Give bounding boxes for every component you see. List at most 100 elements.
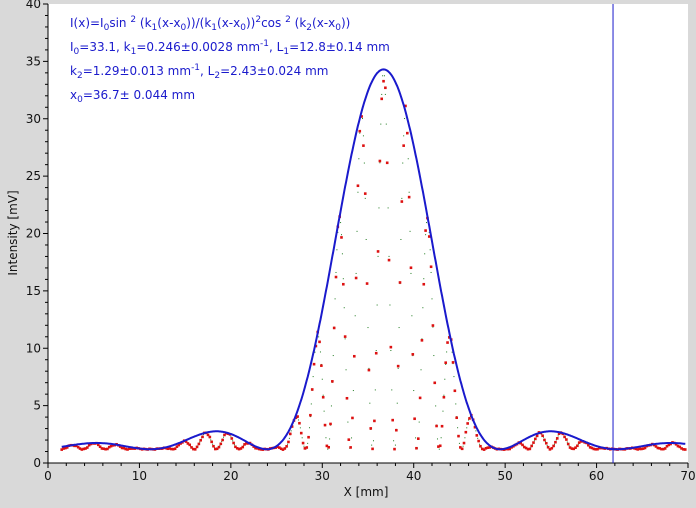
data-point	[521, 443, 524, 447]
fit-point	[577, 443, 579, 445]
data-point	[237, 447, 241, 451]
data-point	[530, 444, 533, 448]
data-point	[279, 447, 283, 451]
data-point	[398, 281, 402, 284]
fit-point	[453, 376, 455, 378]
fit-point	[451, 351, 453, 353]
fit-point	[199, 441, 201, 443]
data-point	[327, 445, 330, 449]
data-point	[555, 437, 559, 440]
data-point	[413, 417, 416, 421]
fit-point	[351, 437, 353, 439]
data-point	[484, 447, 488, 450]
fit-point	[385, 123, 387, 125]
data-point	[323, 423, 327, 427]
fit-point	[555, 439, 557, 441]
data-point	[215, 447, 219, 451]
data-point	[360, 115, 363, 118]
fit-point	[287, 443, 289, 445]
data-point	[257, 447, 261, 451]
data-point	[241, 445, 245, 449]
fit-point	[433, 355, 435, 357]
data-point	[106, 447, 109, 451]
data-point	[479, 444, 482, 448]
data-point	[446, 341, 449, 344]
fit-point	[301, 437, 303, 439]
data-point	[674, 443, 678, 446]
data-point	[427, 235, 431, 238]
y-tick-label: 30	[26, 112, 41, 126]
data-point	[349, 446, 352, 449]
fit-point	[307, 442, 309, 444]
data-point	[442, 395, 446, 399]
data-point	[128, 447, 131, 450]
y-tick-label: 40	[26, 0, 41, 11]
plot-area	[48, 4, 688, 463]
fit-point	[234, 444, 236, 446]
fit-point	[230, 436, 232, 438]
data-point	[640, 447, 643, 451]
data-point	[96, 443, 100, 447]
data-point	[65, 446, 69, 449]
fit-point	[420, 369, 422, 371]
fit-point	[436, 438, 438, 440]
data-point	[572, 447, 576, 451]
fit-point	[342, 278, 344, 280]
fit-point	[364, 197, 366, 199]
fit-point	[365, 238, 367, 240]
data-point	[171, 447, 175, 451]
data-point	[318, 340, 321, 344]
data-point	[206, 433, 210, 437]
data-point	[239, 447, 243, 450]
fit-point	[407, 158, 409, 160]
data-point	[334, 275, 338, 279]
fit-point	[479, 443, 481, 445]
axes-layer: 0 10 20 30 40 50 60 70 0 5 10 15 20 25 30 35 40	[26, 0, 696, 483]
data-point	[173, 447, 177, 451]
fit-point	[445, 363, 447, 365]
data-point	[524, 446, 528, 450]
data-point	[415, 446, 418, 450]
data-point	[343, 335, 347, 338]
data-point	[118, 445, 122, 448]
y-tick-label: 15	[26, 284, 41, 298]
data-point	[544, 441, 548, 445]
data-point	[404, 104, 407, 108]
formula-line-2: I0=33.1, k1=0.246±0.0028 mm-1, L1=12.8±0…	[70, 39, 390, 57]
fit-point	[372, 440, 374, 442]
data-point	[75, 444, 78, 448]
data-point	[345, 396, 349, 400]
data-point	[534, 437, 537, 441]
data-point	[281, 448, 285, 451]
data-point	[192, 447, 195, 451]
data-point	[680, 447, 683, 450]
fit-point	[443, 394, 445, 396]
fit-point	[431, 298, 433, 300]
fit-point	[310, 403, 312, 405]
data-point	[365, 282, 369, 285]
fit-point	[358, 158, 360, 160]
x-axis-title: X [mm]	[344, 485, 389, 499]
data-point	[422, 282, 426, 286]
data-point	[466, 422, 469, 425]
data-point	[87, 443, 91, 447]
fit-point	[455, 403, 457, 405]
data-point	[60, 448, 64, 451]
x-tick-label: 30	[315, 469, 330, 483]
data-point	[371, 447, 374, 451]
data-point	[420, 339, 424, 342]
data-point	[577, 441, 581, 444]
fit-point	[312, 376, 314, 378]
fit-point	[543, 436, 545, 438]
fit-point	[332, 355, 334, 357]
data-point	[122, 446, 126, 450]
fit-point	[462, 445, 464, 447]
data-point	[384, 86, 387, 90]
data-point	[396, 364, 400, 368]
data-point	[643, 446, 647, 450]
data-point	[301, 441, 305, 445]
data-point	[230, 437, 234, 440]
fit-point	[303, 445, 305, 447]
data-point	[298, 421, 301, 425]
